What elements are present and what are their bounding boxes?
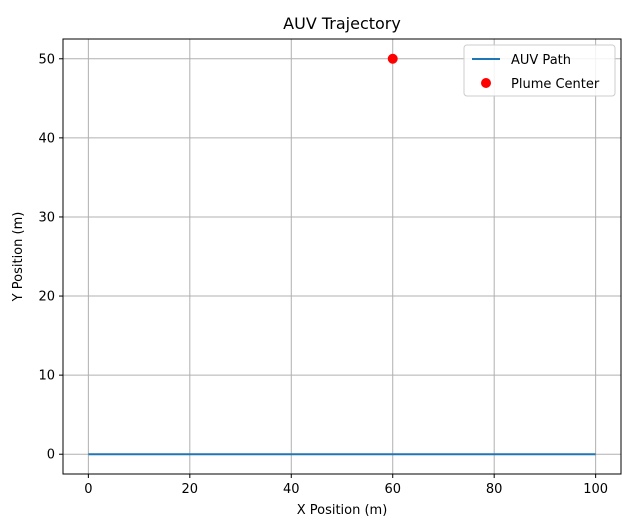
y-tick-label: 10 <box>38 369 55 384</box>
legend: AUV Path Plume Center <box>463 44 616 97</box>
legend-marker-swatch <box>481 78 491 88</box>
axis-ticks: 0 20 40 60 80 100 0 10 20 30 40 50 <box>38 52 608 497</box>
y-tick-label: 0 <box>47 448 55 463</box>
x-tick-label: 80 <box>486 482 503 497</box>
x-tick-label: 100 <box>583 482 608 497</box>
y-tick-label: 40 <box>38 131 55 146</box>
legend-label: AUV Path <box>511 53 571 68</box>
y-tick-label: 50 <box>38 52 55 67</box>
y-axis-title: Y Position (m) <box>11 212 26 303</box>
legend-label: Plume Center <box>511 77 600 92</box>
plume-center-point <box>387 53 398 64</box>
x-tick-label: 20 <box>182 482 199 497</box>
x-axis-title: X Position (m) <box>297 503 388 518</box>
grid <box>63 39 621 474</box>
chart-title: AUV Trajectory <box>283 14 401 33</box>
y-tick-label: 30 <box>38 210 55 225</box>
x-tick-label: 60 <box>384 482 401 497</box>
x-tick-label: 40 <box>283 482 300 497</box>
plot-series <box>88 53 596 456</box>
plot-frame <box>62 38 622 475</box>
x-tick-label: 0 <box>84 482 92 497</box>
y-tick-label: 20 <box>38 290 55 305</box>
legend-box <box>463 44 616 97</box>
